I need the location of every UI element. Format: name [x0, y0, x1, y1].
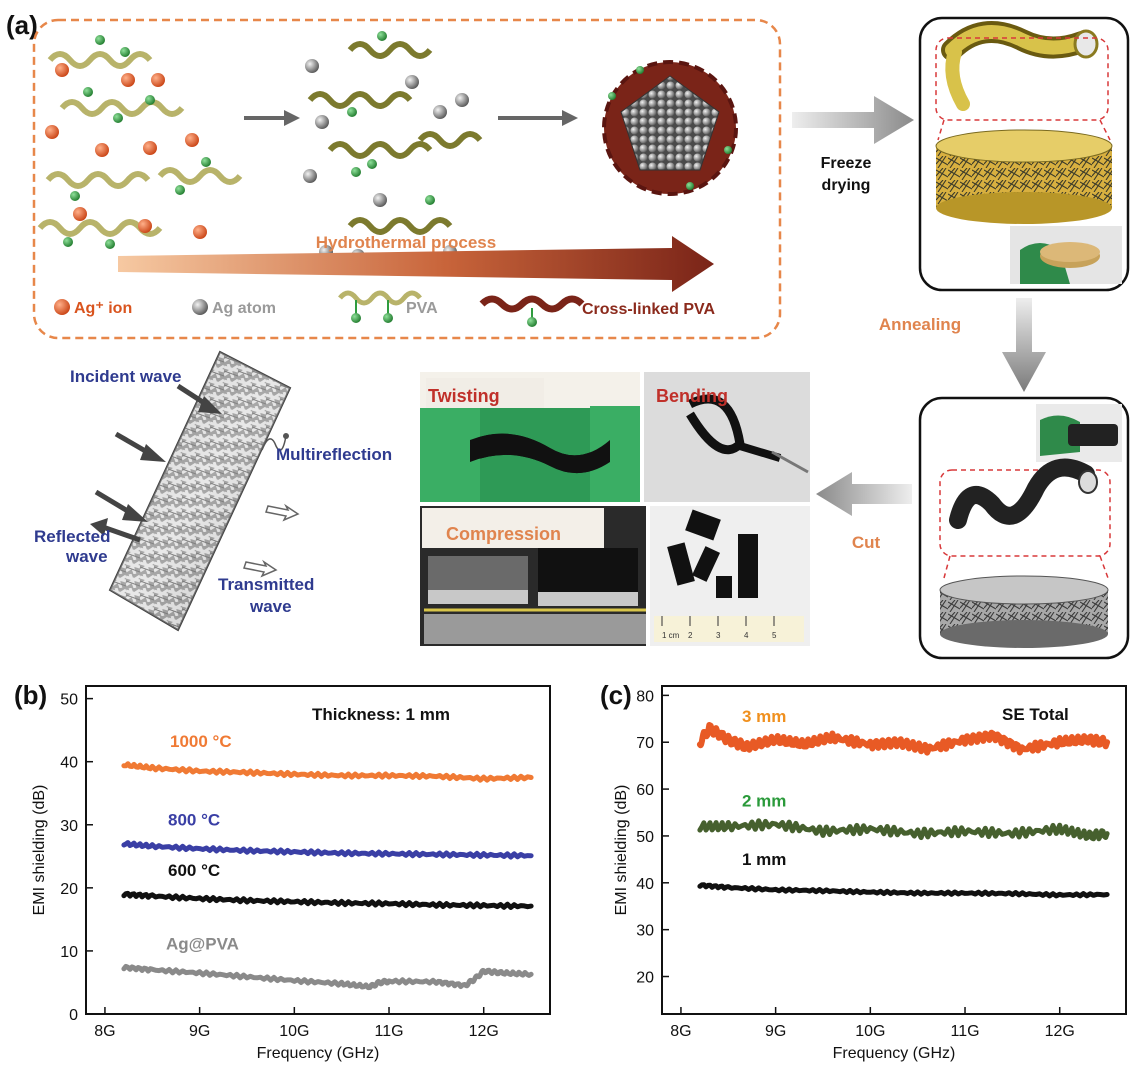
chart-c-ytick-label: 40: [636, 876, 654, 893]
chart-c-frame: [661, 685, 1127, 1015]
emi-wave-schematic: [90, 350, 300, 632]
chart-b-ytick-label: 20: [60, 881, 78, 898]
panel-a-label: (a): [6, 10, 38, 40]
chart-b-ytick-label: 0: [69, 1007, 78, 1024]
chart-c-series-label: 3 mm: [742, 707, 786, 726]
chart-c-series-line: [696, 722, 1111, 756]
crosslinked-pva-icon: [479, 295, 585, 327]
chart-c-ytick-label: 20: [636, 970, 654, 987]
chart-c-series-label: 2 mm: [742, 792, 786, 811]
chart-c-ytick-label: 80: [636, 688, 654, 705]
legend-row: Ag⁺ ion Ag atom PVA Cross-linked PVA: [54, 290, 716, 327]
chart-b-frame: [85, 685, 551, 1015]
hydrothermal-label: Hydrothermal process: [316, 233, 496, 252]
chart-c-ytick-label: 70: [636, 735, 654, 752]
photo-label-compression: Compression: [446, 524, 561, 544]
chart-c: (c) SE Total Frequency (GHz) EMI shieldi…: [600, 680, 1127, 1062]
chart-c-xtick-label: 12G: [1045, 1023, 1075, 1040]
chart-c-ylabel: EMI shielding (dB): [613, 785, 630, 916]
chart-c-series-line: [697, 818, 1110, 842]
ruler-tick-3: 3: [716, 631, 721, 640]
chart-c-ytick-label: 50: [636, 829, 654, 846]
chart-c-xtick-label: 11G: [950, 1023, 979, 1040]
chart-c-xlabel: Frequency (GHz): [833, 1045, 956, 1062]
hydrothermal-arrow: [118, 236, 714, 292]
ruler-tick-5: 5: [772, 631, 777, 640]
freeze-drying-arrow: [792, 96, 914, 144]
chart-b-ytick-label: 40: [60, 755, 78, 772]
incident-wave-label: Incident wave: [70, 367, 181, 386]
stage3-ag-nanowire-crosssection: [602, 60, 738, 196]
ruler-tick-2: 2: [688, 631, 693, 640]
photo-label-bending: Bending: [656, 386, 728, 406]
chart-b-ytick-label: 30: [60, 818, 78, 835]
carbon-aerogel-box: [918, 396, 1130, 660]
cut-label: Cut: [852, 533, 881, 552]
annealing-label: Annealing: [879, 315, 961, 334]
chart-b-series-line: [121, 963, 534, 991]
chart-c-xtick-label: 8G: [670, 1023, 691, 1040]
reflected-wave-label: wave: [65, 547, 108, 566]
hydrothermal-box: [32, 18, 782, 340]
chart-c-xtick-label: 10G: [855, 1023, 885, 1040]
chart-b-xtick-label: 12G: [469, 1023, 499, 1040]
chart-b-ylabel: EMI shielding (dB): [31, 785, 48, 916]
chart-b-series-label: Ag@PVA: [166, 934, 239, 953]
chart-b-ytick-label: 10: [60, 944, 78, 961]
chart-c-ytick-label: 60: [636, 782, 654, 799]
ruler-tick-1: 1 cm: [662, 631, 680, 640]
ag-ion-icon: [54, 299, 70, 315]
transmitted-wave-label: wave: [249, 597, 292, 616]
ag-atom-icon: [192, 299, 208, 315]
chart-b-xlabel: Frequency (GHz): [257, 1045, 380, 1062]
chart-b-series-line: [121, 890, 534, 910]
photo-bending: [644, 372, 810, 502]
reflected-label: Reflected: [34, 527, 111, 546]
chart-c-ytick-label: 30: [636, 923, 654, 940]
chart-c-annotation: SE Total: [1002, 705, 1069, 724]
chart-b-xtick-label: 9G: [189, 1023, 210, 1040]
multireflection-label: Multireflection: [276, 445, 392, 464]
cut-arrow: [816, 472, 912, 516]
aerogel-box: [918, 16, 1130, 292]
chart-b-series-line: [121, 761, 534, 783]
photo-label-twisting: Twisting: [428, 386, 500, 406]
chart-c-xtick-label: 9G: [765, 1023, 786, 1040]
stage2-ag-atoms: [303, 31, 483, 263]
chart-b-xtick-label: 10G: [279, 1023, 309, 1040]
chart-b-xtick-label: 11G: [374, 1023, 403, 1040]
ruler-tick-4: 4: [744, 631, 749, 640]
chart-b-series-label: 600 °C: [168, 861, 220, 880]
legend-crosslinked-pva: Cross-linked PVA: [582, 301, 716, 318]
annealing-arrow: [1002, 298, 1046, 392]
chart-b-annotation: Thickness: 1 mm: [312, 705, 450, 724]
stage-arrow-1: [244, 110, 300, 126]
legend-ag-atom: Ag atom: [212, 300, 276, 317]
pva-chain-icon: [338, 290, 422, 323]
stage-arrow-2: [498, 110, 578, 126]
chart-b: (b) Thickness: 1 mm Frequency (GHz) EMI …: [14, 680, 551, 1062]
legend-pva: PVA: [406, 300, 438, 317]
freeze-label: Freeze: [821, 155, 872, 172]
panel-c-label: (c): [600, 680, 632, 710]
legend-ag-ion: Ag⁺ ion: [74, 300, 132, 317]
chart-b-series-line: [121, 840, 534, 860]
chart-b-ytick-label: 50: [60, 692, 78, 709]
stage1-pva-ag-ions: [37, 35, 243, 249]
chart-c-series-line: [697, 882, 1110, 899]
drying-label: drying: [822, 177, 871, 194]
chart-c-series-label: 1 mm: [742, 850, 786, 869]
chart-b-xtick-label: 8G: [94, 1023, 115, 1040]
transmitted-label: Transmitted: [218, 575, 314, 594]
panel-b-label: (b): [14, 680, 47, 710]
photo-grid: Twisting Bending Compression 1 cm 2 3 4 …: [420, 372, 810, 646]
chart-b-series-label: 800 °C: [168, 811, 220, 830]
chart-b-series-label: 1000 °C: [170, 732, 232, 751]
